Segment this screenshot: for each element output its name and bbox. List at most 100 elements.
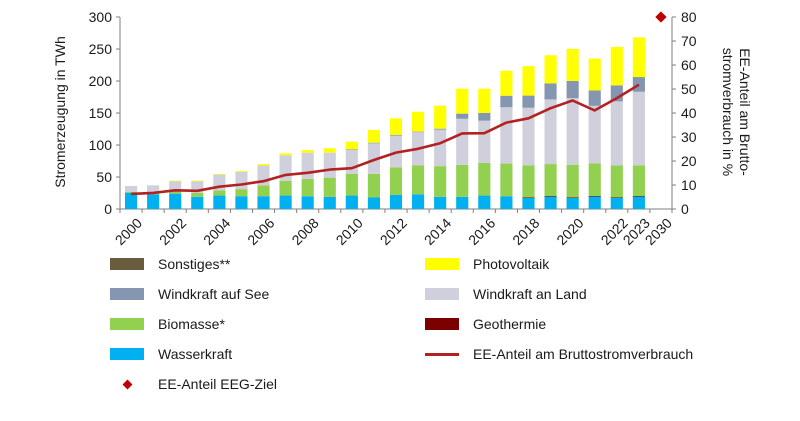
- bar-segment: [323, 196, 336, 209]
- bar-segment: [610, 101, 623, 166]
- bar-segment: [434, 129, 447, 167]
- bar-segment: [478, 120, 491, 163]
- bar-segment: [500, 163, 513, 197]
- y-tick-label-left: 50: [96, 169, 112, 185]
- bar-segment: [456, 118, 469, 165]
- y-axis-label-right-line-1: EE-Anteil am Brutto-: [737, 48, 753, 176]
- bar-segment: [500, 95, 513, 108]
- y-tick-label-right: 0: [681, 201, 689, 217]
- bar-segment: [323, 177, 336, 197]
- bar-segment: [632, 165, 645, 197]
- bar-segment: [235, 171, 248, 190]
- ee-share-line: [130, 83, 640, 196]
- bar-segment: [213, 174, 226, 175]
- bar-segment: [610, 197, 623, 209]
- bar-segment: [301, 150, 314, 153]
- x-tick-label: 2014: [421, 215, 454, 248]
- bar-segment: [500, 196, 513, 209]
- y-tick-label-right: 40: [681, 105, 697, 121]
- x-tick-label: 2016: [465, 215, 498, 248]
- y-tick-label-right: 70: [681, 33, 697, 49]
- bar-segment: [456, 88, 469, 114]
- bar-segment: [500, 107, 513, 164]
- bar-segment: [544, 55, 557, 84]
- y-tick-label-right: 20: [681, 153, 697, 169]
- bar-segment: [345, 149, 358, 174]
- x-tick-label: 2012: [377, 215, 410, 248]
- bar-segment: [367, 173, 380, 198]
- bar-segment: [235, 196, 248, 209]
- bar-segment: [367, 143, 380, 174]
- bar-segment: [434, 196, 447, 209]
- bar-segment: [588, 90, 601, 106]
- y-tick-label-left: 100: [89, 137, 113, 153]
- bar-segment: [544, 196, 557, 209]
- y-tick-label-right: 10: [681, 177, 697, 193]
- y-axis-label-left: Stromerzeugung in TWh: [52, 36, 68, 188]
- bar-segment: [389, 194, 403, 209]
- bar-segment: [257, 185, 270, 197]
- x-tick-label: 2006: [244, 215, 277, 248]
- bar-segment: [147, 194, 160, 209]
- bar-segment: [610, 197, 623, 198]
- bar-segment: [323, 152, 336, 178]
- x-tick-label: 2008: [288, 215, 321, 248]
- bar-segment: [367, 142, 380, 144]
- bar-segment: [588, 105, 601, 164]
- x-tick-label: 2000: [112, 215, 145, 248]
- bar-segment: [544, 83, 557, 100]
- bar-segment: [124, 185, 138, 192]
- y-tick-label-right: 30: [681, 129, 697, 145]
- bar-segment: [412, 111, 425, 132]
- y-tick-label-left: 200: [89, 73, 113, 89]
- y-axis-label-right-line-2: stromverbrauch in %: [720, 47, 736, 177]
- bar-segment: [301, 196, 314, 209]
- bar-segment: [588, 196, 601, 209]
- bar-segment: [544, 196, 557, 197]
- bar-segment: [632, 91, 645, 166]
- bar-segment: [522, 107, 535, 166]
- bar-segment: [522, 165, 535, 198]
- bar-segment: [345, 149, 358, 150]
- bar-segment: [500, 70, 513, 96]
- bar-segment: [345, 195, 358, 209]
- bar-segment: [279, 195, 292, 209]
- bar-segment: [169, 180, 182, 192]
- bar-segment: [169, 180, 182, 182]
- bar-segment: [169, 191, 182, 194]
- bar-segment: [367, 197, 380, 209]
- bar-segment: [478, 113, 491, 121]
- bar-segment: [456, 196, 469, 209]
- bar-segment: [588, 196, 601, 197]
- bar-segment: [301, 178, 314, 197]
- bar-segment: [632, 77, 645, 92]
- bar-segment: [389, 118, 403, 135]
- bar-segment: [610, 165, 623, 198]
- bar-segment: [566, 197, 579, 198]
- bar-segment: [124, 193, 138, 209]
- x-tick-label: 2004: [200, 215, 233, 248]
- bar-segment: [213, 190, 226, 196]
- bar-segment: [456, 113, 469, 119]
- chart-bars: [124, 37, 645, 209]
- bar-segment: [456, 164, 469, 197]
- bar-segment: [323, 148, 336, 153]
- bar-segment: [522, 197, 535, 209]
- bar-segment: [412, 194, 425, 209]
- bar-segment: [279, 153, 292, 156]
- y-tick-label-right: 50: [681, 81, 697, 97]
- x-tick-label: 2020: [553, 215, 586, 248]
- bar-segment: [279, 180, 292, 196]
- bar-segment: [235, 171, 248, 172]
- x-tick-label: 2002: [156, 215, 189, 248]
- bar-segment: [434, 128, 447, 130]
- bar-segment: [235, 189, 248, 197]
- bar-segment: [434, 166, 447, 197]
- y-tick-label-left: 0: [104, 201, 112, 217]
- bar-segment: [301, 152, 314, 179]
- bar-segment: [147, 185, 160, 193]
- bar-segment: [522, 95, 535, 108]
- bar-segment: [544, 99, 557, 165]
- x-tick-label: 2030: [642, 215, 675, 248]
- bar-segment: [124, 191, 138, 193]
